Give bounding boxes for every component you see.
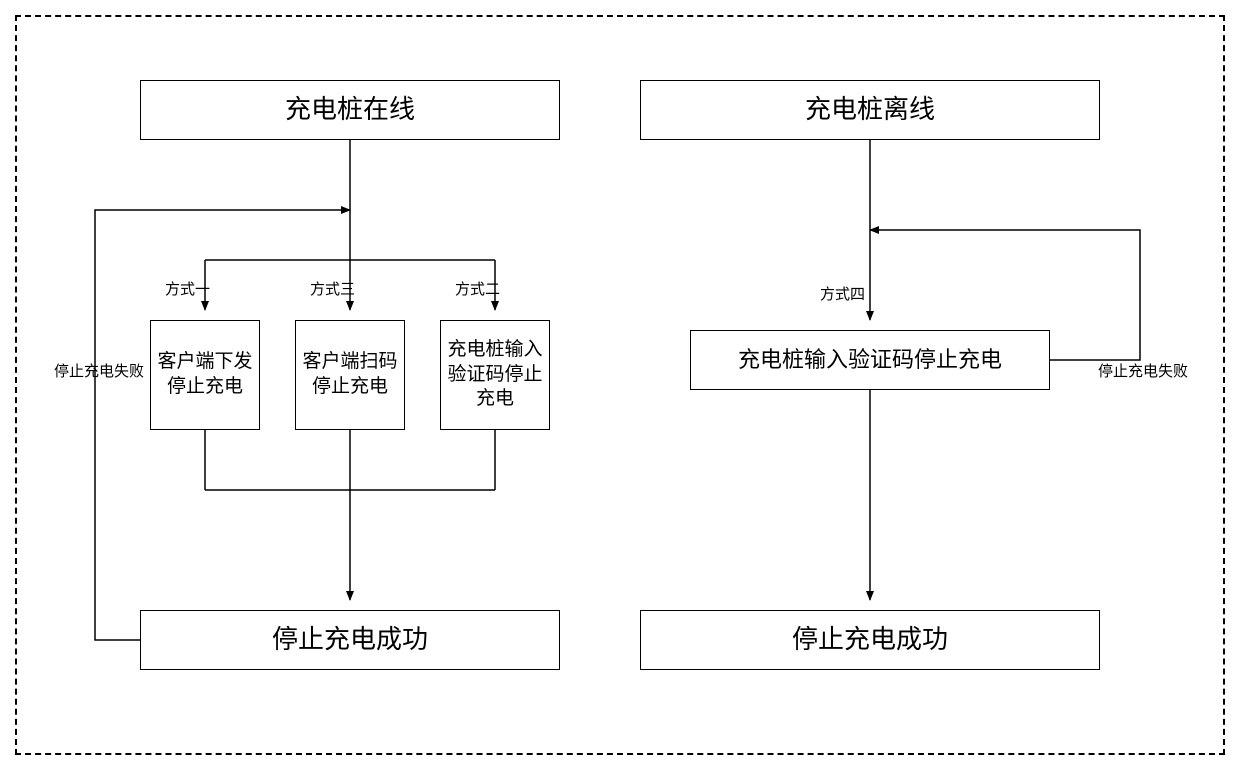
node-method-2: 充电桩输入验证码停止充电	[440, 320, 550, 430]
node-method-4: 充电桩输入验证码停止充电	[690, 330, 1050, 390]
label-way-3: 方式三	[310, 278, 355, 299]
node-text: 停止充电成功	[792, 623, 948, 657]
node-method-1: 客户端下发停止充电	[150, 320, 260, 430]
label-way-1: 方式一	[165, 278, 210, 299]
node-success-right: 停止充电成功	[640, 610, 1100, 670]
node-text: 客户端扫码停止充电	[300, 350, 400, 399]
node-success-left: 停止充电成功	[140, 610, 560, 670]
label-fail-left: 停止充电失败	[54, 360, 144, 381]
node-text: 充电桩输入验证码停止充电	[738, 346, 1002, 375]
node-offline-title: 充电桩离线	[640, 80, 1100, 140]
node-method-3: 客户端扫码停止充电	[295, 320, 405, 430]
node-text: 停止充电成功	[272, 623, 428, 657]
label-fail-right: 停止充电失败	[1098, 360, 1188, 381]
node-text: 客户端下发停止充电	[155, 350, 255, 399]
node-online-title: 充电桩在线	[140, 80, 560, 140]
label-way-4: 方式四	[820, 283, 865, 304]
label-way-2: 方式二	[455, 278, 500, 299]
node-text: 充电桩输入验证码停止充电	[445, 338, 545, 412]
node-text: 充电桩在线	[285, 93, 415, 127]
node-text: 充电桩离线	[805, 93, 935, 127]
